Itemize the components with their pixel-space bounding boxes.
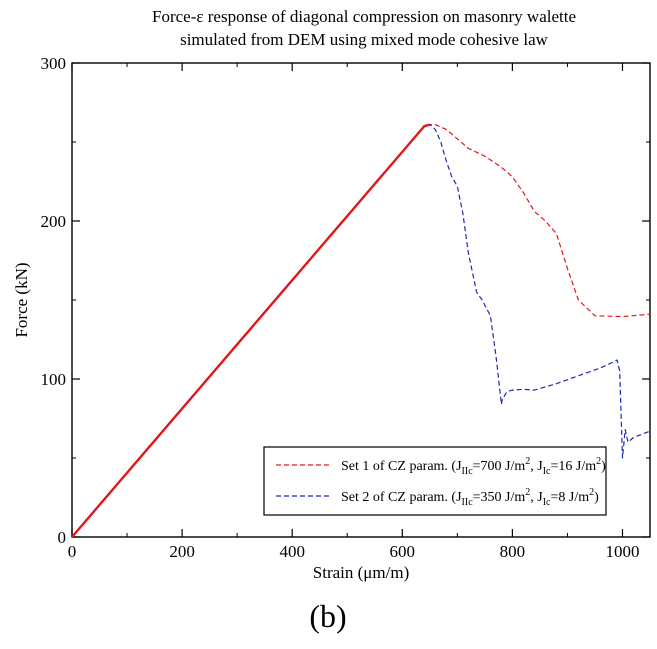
x-axis-label: Strain (μm/m) [313,563,409,582]
chart-title-line1: Force-ε response of diagonal compression… [152,7,576,26]
legend-label-set1: Set 1 of CZ param. (JIIc=700 J/m2, JIc=1… [341,456,606,477]
y-tick-label: 0 [58,528,67,547]
x-axis-ticks: 0 200 400 600 800 1000 [68,63,639,561]
y-tick-label: 300 [41,54,67,73]
x-tick-label: 1000 [605,542,639,561]
y-axis-label: Force (kN) [12,262,31,337]
y-tick-label: 200 [41,212,67,231]
series-line-1 [71,124,651,538]
legend-box [263,446,607,516]
series-line-3 [71,123,431,538]
x-tick-label: 0 [68,542,77,561]
figure-caption: (b) [309,598,346,634]
series-layer [71,123,651,538]
y-axis-ticks: 0 100 200 300 [41,54,650,547]
chart-title-line2: simulated from DEM using mixed mode cohe… [180,30,549,49]
x-tick-label: 800 [500,542,526,561]
y-tick-label: 100 [41,370,67,389]
x-tick-label: 200 [169,542,195,561]
x-tick-label: 600 [390,542,416,561]
x-tick-label: 400 [279,542,305,561]
legend-label-set2: Set 2 of CZ param. (JIIc=350 J/m2, JIc=8… [341,487,599,508]
legend: Set 1 of CZ param. (JIIc=700 J/m2, JIc=1… [263,446,607,516]
series-line-2 [71,124,651,538]
